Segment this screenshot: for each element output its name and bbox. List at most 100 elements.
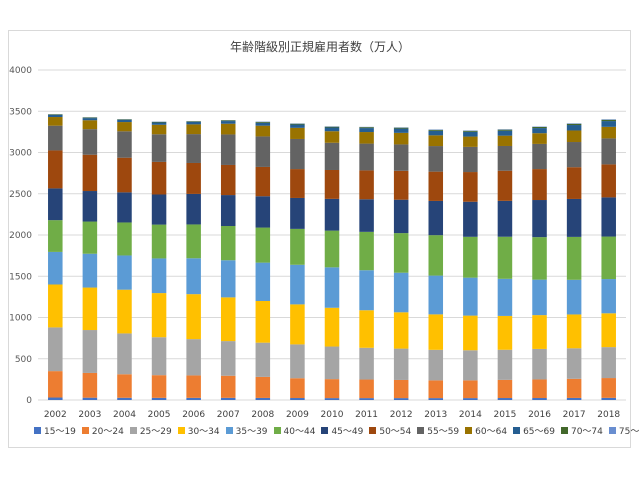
bar-segment [393, 127, 409, 129]
legend-item: 75～ [608, 424, 639, 437]
bar-segment [463, 136, 478, 147]
bar-segment [255, 262, 271, 301]
legend-swatch [417, 427, 425, 434]
bar-segment [220, 164, 236, 196]
legend-label: 20～24 [91, 427, 124, 437]
bar-segment [566, 130, 582, 143]
bar-segment [532, 169, 547, 201]
x-tick-label: 2014 [459, 410, 482, 420]
bar-segment [220, 260, 236, 298]
bar-segment [463, 236, 478, 278]
bar-segment [601, 121, 616, 127]
x-tick-label: 2002 [44, 410, 67, 420]
bar-segment [117, 289, 132, 334]
bar-segment [82, 154, 98, 192]
bar-segment [255, 342, 271, 377]
y-tick-label: 1500 [9, 272, 32, 282]
bar-segment [463, 146, 478, 173]
bar-segment [393, 398, 409, 400]
legend-item: 55～59 [417, 424, 459, 437]
bar-segment [497, 315, 513, 350]
bar-segment [532, 379, 547, 399]
bar-segment [220, 397, 236, 400]
bar-segment [601, 138, 616, 165]
chart-frame [8, 30, 631, 448]
bar-segment [428, 200, 444, 236]
bar-segment [186, 339, 201, 376]
bar-segment [324, 131, 340, 143]
bar-segment [151, 124, 167, 135]
legend-item: 40～44 [273, 424, 316, 437]
bar-segment [255, 376, 271, 398]
legend-swatch [369, 427, 377, 434]
bar-segment [186, 258, 201, 295]
legend-label: 65～69 [523, 427, 555, 437]
x-tick-label: 2003 [78, 410, 101, 420]
bar-segment [566, 397, 582, 400]
bar-segment [186, 294, 201, 340]
legend: 15～19 20～24 25～29 30～34 35～39 40～44 45～49 50～54… [34, 424, 639, 440]
bar-segment [290, 378, 305, 399]
bar-segment [532, 200, 547, 238]
legend-swatch [273, 427, 281, 434]
bar-segment [151, 258, 167, 294]
legend-label: 45～49 [331, 427, 364, 437]
bar-segment [220, 120, 236, 122]
legend-swatch [608, 427, 616, 434]
bar-segment [532, 315, 547, 349]
bar-segment [186, 134, 201, 163]
bar-segment [48, 114, 63, 115]
bar-segment [220, 195, 236, 227]
bar-segment [290, 127, 305, 139]
legend-label: 70～74 [570, 427, 603, 437]
bar-segment [117, 157, 132, 193]
bar-segment [393, 144, 409, 171]
bar-segment [82, 253, 98, 288]
x-tick-label: 2004 [113, 410, 136, 420]
bar-segment [566, 167, 582, 199]
x-tick-label: 2006 [182, 410, 205, 420]
bar-segment [566, 123, 582, 126]
legend-label: 35～39 [235, 427, 268, 437]
bar-segment [290, 169, 305, 198]
bar-segment [359, 127, 374, 129]
bar-segment [255, 397, 271, 400]
bar-segment [393, 132, 409, 145]
legend-swatch [34, 427, 41, 434]
x-tick-label: 2008 [251, 410, 274, 420]
bar-segment [117, 131, 132, 158]
bar-segment [186, 224, 201, 259]
legend-item: 20～24 [81, 424, 124, 437]
bar-segment [255, 301, 271, 343]
bar-segment [393, 170, 409, 200]
y-tick-label: 500 [15, 355, 32, 365]
x-tick-label: 2005 [148, 410, 171, 420]
bar-segment [601, 236, 616, 280]
bar-segment [48, 125, 63, 151]
bar-segment [220, 375, 236, 398]
bar-segment [82, 330, 98, 373]
legend-label: 40～44 [283, 427, 316, 437]
bar-segment [48, 327, 63, 372]
bar-segment [151, 122, 167, 125]
legend-item: 65～69 [513, 424, 555, 437]
bar-segment [324, 398, 340, 400]
bar-segment [117, 119, 132, 120]
bar-segment [359, 231, 374, 271]
bar-segment [290, 123, 305, 125]
bar-segment [82, 221, 98, 254]
bar-segment [186, 121, 201, 122]
bar-segment [532, 133, 547, 144]
bar-segment [324, 126, 340, 128]
bar-segment [324, 307, 340, 347]
bar-segment [359, 270, 374, 311]
bar-segment [428, 398, 444, 400]
bar-segment [48, 188, 63, 221]
bar-segment [566, 314, 582, 349]
bar-segment [186, 397, 201, 400]
x-tick-label: 2017 [563, 410, 586, 420]
legend-item: 25～29 [129, 424, 172, 437]
bar-segment [601, 197, 616, 237]
y-tick-label: 3000 [9, 149, 32, 159]
legend-label: 15～19 [44, 427, 76, 437]
